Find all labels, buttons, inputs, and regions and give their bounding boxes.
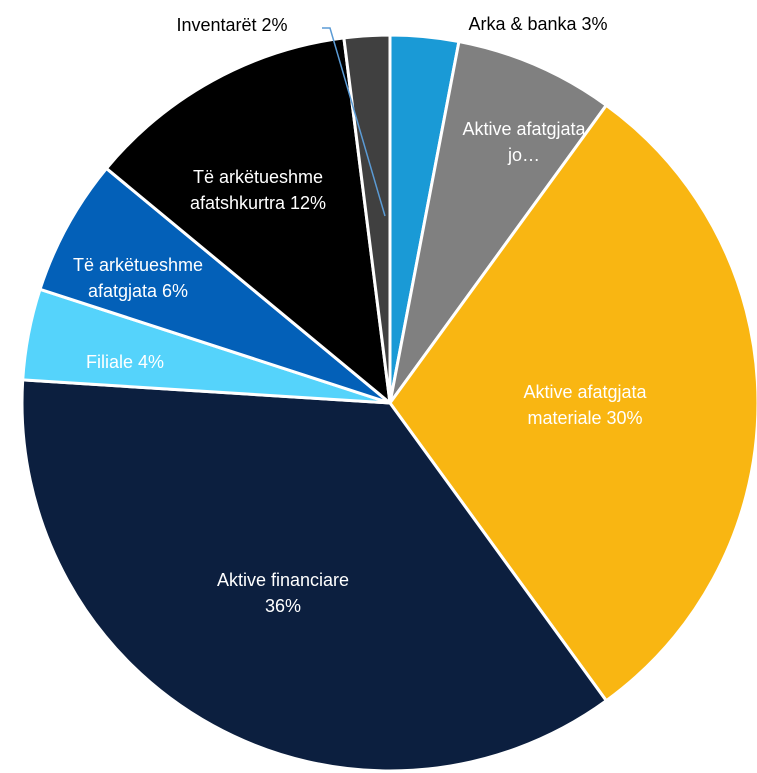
slice: [38, 166, 391, 405]
value-label: 36%: [264, 596, 302, 616]
category-label: Aktive afatgjata materiale: [523, 382, 647, 428]
value-label: 6%: [162, 281, 189, 301]
value-label: 30%: [606, 408, 643, 428]
value-label: 12%: [290, 193, 327, 213]
slice-label: Arka & banka 3%: [408, 11, 668, 37]
category-label: Filiale: [85, 352, 133, 372]
slice: [388, 39, 609, 404]
category-label: Të arkëtueshme afatgjata: [72, 255, 204, 301]
category-label: Arka & banka: [468, 14, 577, 34]
slice-label: Të arkëtueshme afatshkurtra 12%: [171, 164, 346, 216]
category-label: Aktive afatgjata jo…: [462, 119, 586, 165]
slice-label: Aktive afatgjata materiale 30%: [498, 379, 673, 431]
slice: [104, 36, 392, 407]
value-label: 4%: [138, 352, 165, 372]
category-label: Aktive financiare: [216, 570, 350, 590]
slice-label: Filiale 4%: [55, 349, 195, 375]
slice-label: Aktive afatgjata jo…: [459, 116, 589, 168]
leader-line: [322, 27, 386, 217]
value-label: 2%: [261, 15, 288, 35]
value-label: 3%: [581, 14, 608, 34]
slice: [342, 33, 392, 404]
slice: [388, 103, 757, 703]
slice-label: Aktive financiare 36%: [198, 567, 368, 619]
slice-label: Inventarët 2%: [132, 12, 332, 38]
category-label: Të arkëtueshme afatshkurtra: [189, 167, 324, 213]
slice-label: Të arkëtueshme afatgjata 6%: [63, 252, 213, 304]
slice: [20, 378, 609, 773]
category-label: Inventarët: [176, 15, 257, 35]
